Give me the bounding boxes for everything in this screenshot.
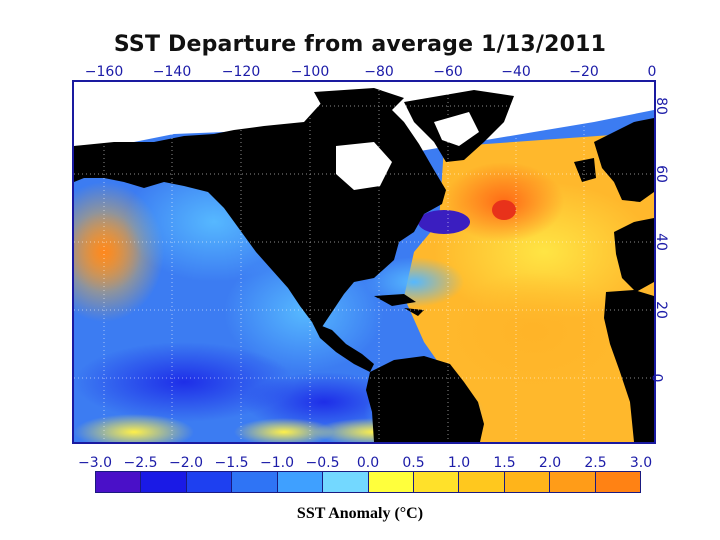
longitude-tick-label: −60 — [433, 64, 463, 80]
colorbar-tick-label: 1.5 — [493, 455, 516, 471]
longitude-tick-label: −120 — [221, 64, 261, 80]
british-isles — [574, 158, 596, 182]
colorbar-swatch — [186, 472, 233, 492]
map-canvas — [74, 82, 654, 442]
colorbar-swatch — [96, 472, 142, 492]
iberia-landmass — [614, 218, 654, 292]
sst-anomaly-map — [72, 80, 656, 444]
colorbar-swatch — [368, 472, 414, 492]
longitude-axis-labels: −160 −140 −120 −100 −80 −60 −40 −20 0 — [0, 64, 720, 82]
colorbar-swatch — [277, 472, 324, 492]
colorbar-swatch — [550, 472, 596, 492]
colorbar-tick-label: 2.0 — [538, 455, 562, 471]
colorbar-swatch — [141, 472, 187, 492]
warm-anomaly-region — [444, 272, 624, 392]
colorbar-tick-label: −0.5 — [305, 455, 340, 471]
latitude-axis-labels: 80 60 40 20 0 — [648, 80, 680, 444]
colorbar-tick-label: −1.5 — [214, 455, 249, 471]
colorbar-tick-label: −2.0 — [169, 455, 203, 471]
longitude-tick-label: −100 — [290, 64, 330, 80]
warm-anomaly-core — [74, 212, 142, 292]
arctic-islands — [314, 88, 404, 116]
latitude-tick-label: 80 — [652, 97, 669, 115]
colorbar-tick-label: 2.5 — [584, 455, 607, 471]
longitude-tick-label: −140 — [152, 64, 192, 80]
longitude-tick-label: −160 — [84, 64, 124, 80]
colorbar-swatch — [504, 472, 551, 492]
hot-anomaly-spot — [492, 200, 516, 220]
colorbar-tick-label: −1.0 — [260, 455, 294, 471]
longitude-tick-label: −80 — [364, 64, 394, 80]
europe-landmass — [594, 118, 654, 202]
colorbar-tick-label: 1.0 — [447, 455, 471, 471]
colorbar-swatch — [595, 472, 641, 492]
cold-anomaly-spot — [418, 210, 470, 234]
neutral-anomaly-region — [234, 418, 334, 442]
longitude-tick-label: 0 — [647, 64, 657, 80]
hudson-bay-ice — [336, 142, 392, 190]
colorbar-tick-labels: −3.0 −2.5 −2.0 −1.5 −1.0 −0.5 0.0 0.5 1.… — [0, 455, 720, 473]
caribbean-islands — [374, 294, 416, 306]
cool-anomaly-region — [364, 257, 464, 307]
neutral-anomaly-region — [74, 414, 194, 442]
cold-anomaly-region — [74, 342, 294, 422]
colorbar-legend — [95, 471, 641, 493]
colorbar-tick-label: 0.0 — [356, 455, 380, 471]
colorbar-swatch — [413, 472, 460, 492]
cold-anomaly-region — [244, 372, 404, 432]
greenland-ice — [434, 112, 479, 146]
map-title: SST Departure from average 1/13/2011 — [113, 32, 607, 57]
colorbar-tick-label: −2.5 — [123, 455, 158, 471]
longitude-tick-label: −20 — [569, 64, 599, 80]
africa-landmass — [604, 290, 654, 442]
latitude-tick-label: 40 — [652, 233, 669, 251]
latitude-tick-label: 20 — [652, 301, 669, 319]
colorbar-swatch — [232, 472, 278, 492]
latitude-tick-label: 0 — [648, 373, 665, 383]
colorbar-tick-label: 0.5 — [402, 455, 425, 471]
colorbar-tick-label: 3.0 — [629, 455, 653, 471]
colorbar-swatch — [459, 472, 505, 492]
latitude-tick-label: 60 — [652, 165, 669, 183]
central-america-landmass — [312, 322, 374, 372]
colorbar-unit-label: SST Anomaly (°C) — [296, 505, 424, 522]
longitude-tick-label: −40 — [501, 64, 531, 80]
graticule — [74, 82, 654, 442]
colorbar-swatch — [323, 472, 369, 492]
colorbar-tick-label: −3.0 — [78, 455, 112, 471]
